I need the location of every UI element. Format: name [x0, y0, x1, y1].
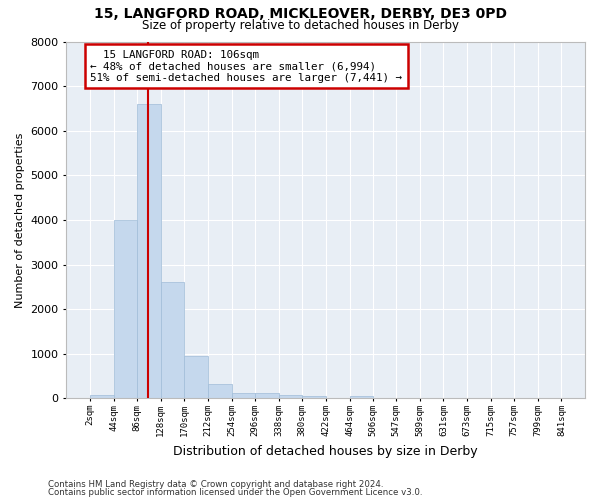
Bar	[350, 396, 373, 398]
Bar	[232, 392, 255, 398]
Bar	[184, 356, 208, 399]
Bar	[113, 220, 137, 398]
Bar	[90, 395, 113, 398]
Bar	[161, 282, 184, 399]
Bar	[137, 104, 161, 399]
Text: Size of property relative to detached houses in Derby: Size of property relative to detached ho…	[142, 18, 458, 32]
Text: 15, LANGFORD ROAD, MICKLEOVER, DERBY, DE3 0PD: 15, LANGFORD ROAD, MICKLEOVER, DERBY, DE…	[94, 8, 506, 22]
Bar	[279, 395, 302, 398]
Bar	[302, 396, 326, 398]
Y-axis label: Number of detached properties: Number of detached properties	[15, 132, 25, 308]
Text: Contains HM Land Registry data © Crown copyright and database right 2024.: Contains HM Land Registry data © Crown c…	[48, 480, 383, 489]
X-axis label: Distribution of detached houses by size in Derby: Distribution of detached houses by size …	[173, 444, 478, 458]
Text: Contains public sector information licensed under the Open Government Licence v3: Contains public sector information licen…	[48, 488, 422, 497]
Bar	[208, 384, 232, 398]
Bar	[255, 393, 279, 398]
Text: 15 LANGFORD ROAD: 106sqm
← 48% of detached houses are smaller (6,994)
51% of sem: 15 LANGFORD ROAD: 106sqm ← 48% of detach…	[91, 50, 403, 82]
